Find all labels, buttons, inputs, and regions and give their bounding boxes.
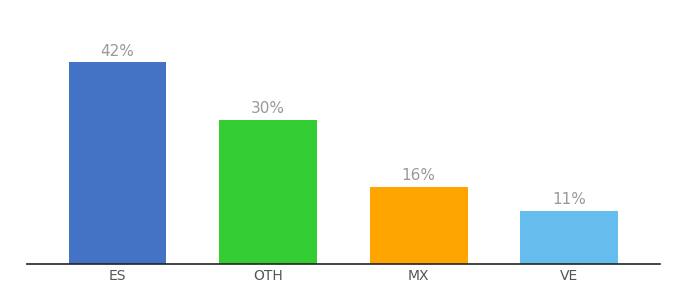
Text: 16%: 16% [402, 168, 436, 183]
Bar [219, 120, 317, 264]
Bar [520, 211, 618, 264]
Text: 42%: 42% [101, 44, 135, 59]
Bar [69, 62, 167, 264]
Bar [370, 187, 468, 264]
Text: 11%: 11% [552, 192, 586, 207]
Text: 30%: 30% [251, 101, 285, 116]
